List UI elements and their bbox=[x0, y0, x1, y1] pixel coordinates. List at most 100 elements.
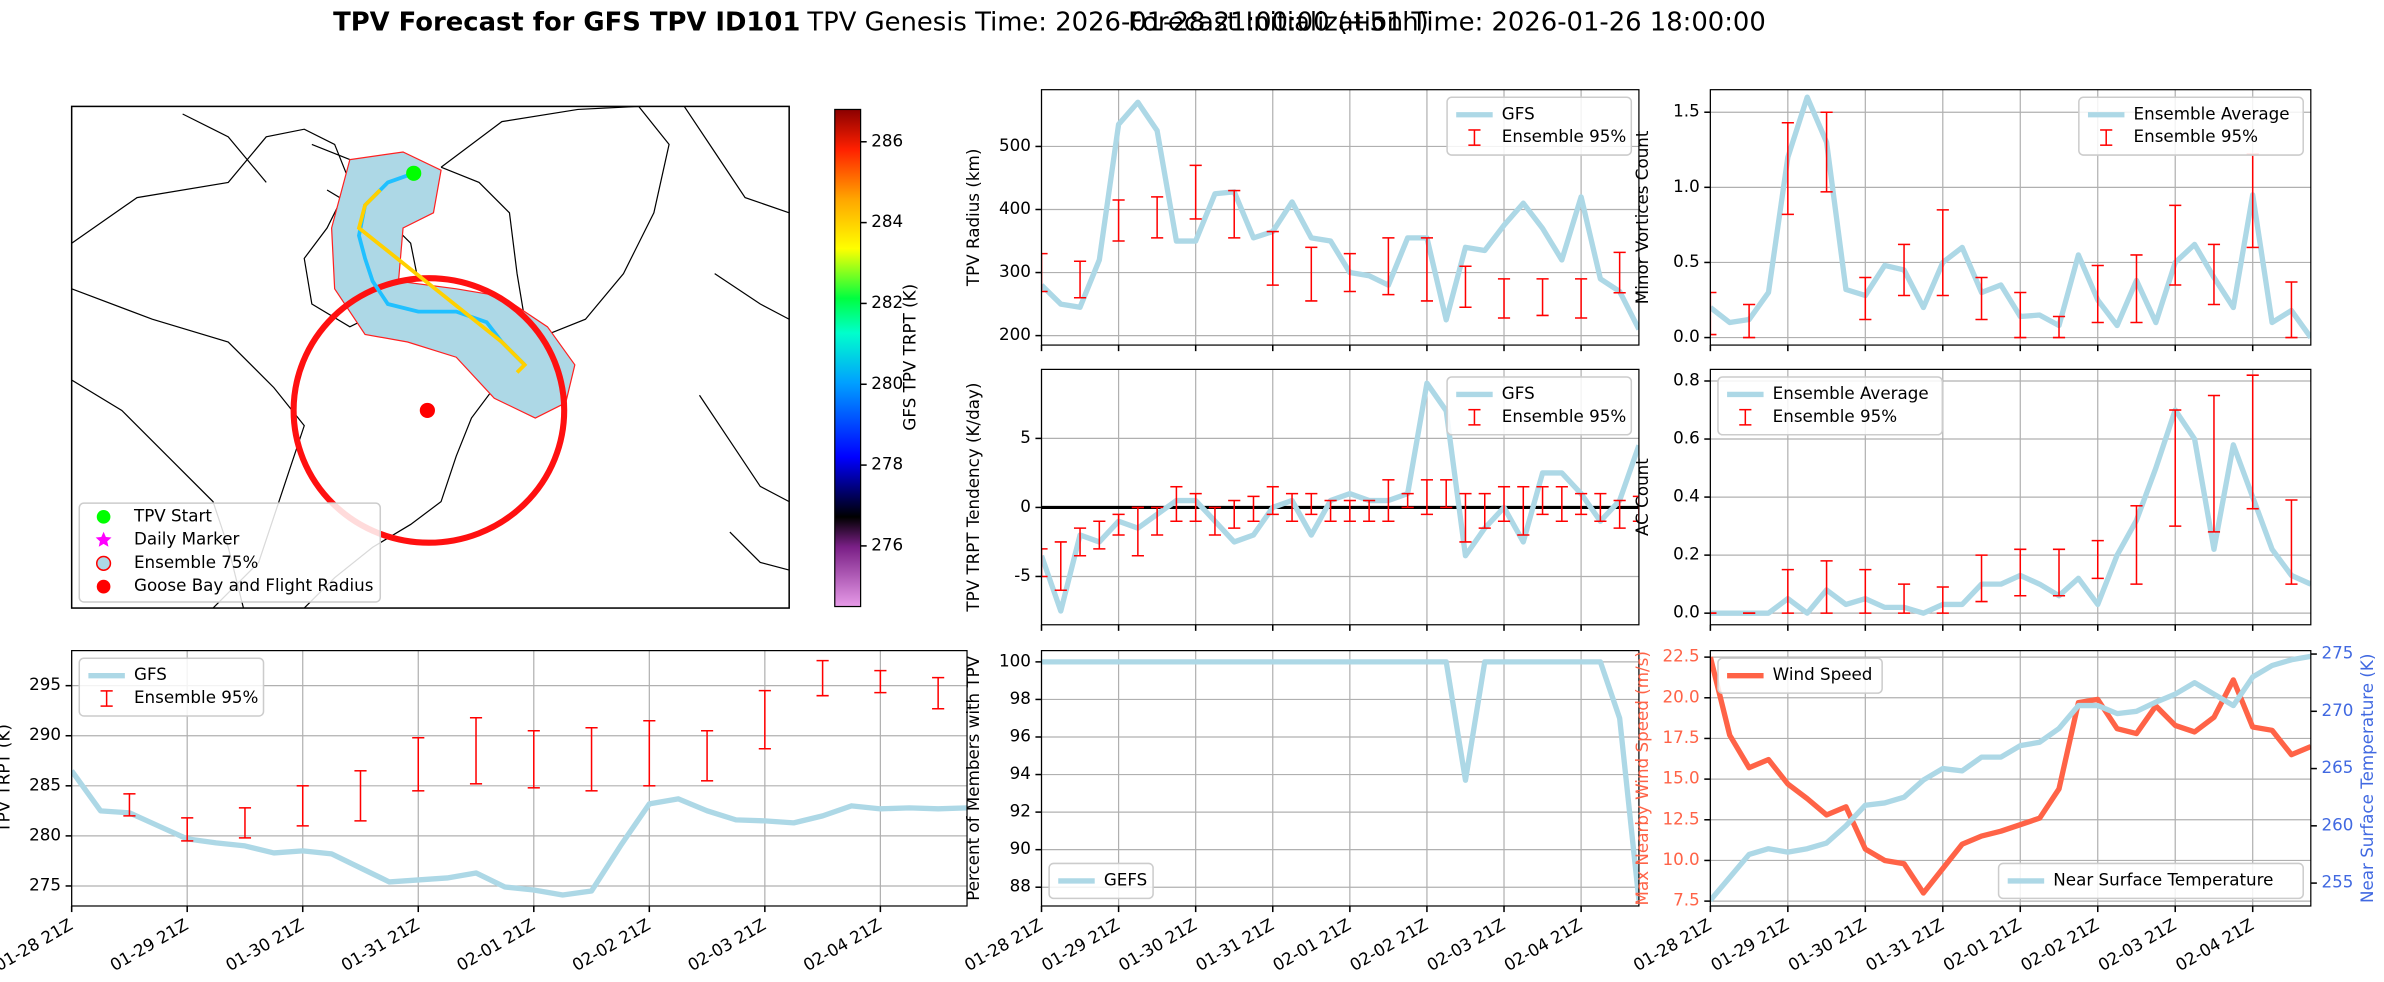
x-tick-label: 01-28 21Z bbox=[1630, 914, 1715, 975]
x-tick-label: 01-31 21Z bbox=[1862, 914, 1947, 975]
x-tick-label: 01-29 21Z bbox=[1038, 914, 1123, 975]
legend-label: Ensemble 75% bbox=[134, 552, 258, 572]
y-tick-label: 15.0 bbox=[1662, 768, 1699, 788]
y-tick-label: 0.5 bbox=[1673, 251, 1700, 271]
legend-label: Ensemble 95% bbox=[1502, 126, 1626, 146]
legend-marker bbox=[96, 579, 111, 594]
y-tick-label: 12.5 bbox=[1662, 808, 1699, 828]
y-tick-label: 0.0 bbox=[1673, 602, 1700, 622]
legend-marker bbox=[96, 510, 111, 524]
y-tick-label: 260 bbox=[2321, 814, 2353, 834]
legend-box bbox=[1717, 376, 1944, 436]
y-tick-label: 275 bbox=[2321, 643, 2353, 663]
line-series bbox=[1041, 99, 1639, 331]
legend-label: GEFS bbox=[1104, 869, 1147, 889]
colorbar-tick-label: 284 bbox=[871, 211, 903, 231]
y-tick-label: 7.5 bbox=[1673, 890, 1700, 910]
legend-label: Ensemble 95% bbox=[1773, 406, 1897, 426]
legend-label: Goose Bay and Flight Radius bbox=[134, 575, 373, 595]
x-tick-label: 02-01 21Z bbox=[453, 914, 538, 975]
x-tick-label: 02-01 21Z bbox=[1269, 914, 1354, 975]
x-tick-label: 01-30 21Z bbox=[222, 914, 307, 975]
y-tick-label: 100 bbox=[999, 650, 1031, 670]
y-tick-label: 90 bbox=[1010, 838, 1031, 858]
axes-frame bbox=[1040, 650, 1640, 907]
y-tick-label: 265 bbox=[2321, 757, 2353, 777]
y-tick-label: 22.5 bbox=[1662, 646, 1699, 666]
y-tick-label: 500 bbox=[999, 135, 1031, 155]
y2-axis-label: Near Surface Temperature (K) bbox=[2357, 654, 2377, 903]
goose-bay bbox=[419, 402, 435, 419]
legend-marker bbox=[95, 555, 112, 571]
y-tick-label: 20.0 bbox=[1662, 686, 1699, 706]
y-tick-label: 0.4 bbox=[1673, 486, 1700, 506]
y-tick-label: 94 bbox=[1010, 763, 1031, 783]
x-tick-label: 01-30 21Z bbox=[1785, 914, 1870, 975]
y-tick-label: 255 bbox=[2321, 872, 2353, 892]
legend-label: Ensemble 95% bbox=[134, 687, 258, 707]
legend-box bbox=[78, 657, 265, 717]
plot-area bbox=[1710, 94, 2311, 340]
legend-box bbox=[1446, 376, 1633, 436]
flight-radius bbox=[290, 275, 568, 546]
y-axis-label: AC Count bbox=[1632, 458, 1652, 536]
plot-area bbox=[71, 659, 968, 898]
x-tick-label: 01-28 21Z bbox=[961, 914, 1046, 975]
axes-frame bbox=[71, 650, 968, 907]
legend-label: Ensemble 95% bbox=[1502, 406, 1626, 426]
legend-marker bbox=[95, 531, 112, 547]
legend-label: Wind Speed bbox=[1773, 664, 1873, 684]
legend-label: Ensemble Average bbox=[2134, 103, 2290, 123]
y-axis-label: Minor Vortices Count bbox=[1632, 130, 1652, 304]
x-tick-label: 02-04 21Z bbox=[800, 914, 885, 975]
line-series bbox=[1710, 656, 2311, 896]
legend-box bbox=[1717, 657, 1883, 694]
y-tick-label: 0.6 bbox=[1673, 428, 1700, 448]
colorbar-tick-label: 276 bbox=[871, 534, 903, 554]
y-tick-label: 300 bbox=[999, 261, 1031, 281]
y-tick-label: 0 bbox=[1020, 496, 1031, 516]
y-tick-label: 295 bbox=[29, 674, 61, 694]
y-tick-label: -5 bbox=[1014, 565, 1031, 585]
colorbar-tick-label: 278 bbox=[871, 454, 903, 474]
x-tick-label: 02-04 21Z bbox=[2172, 914, 2257, 975]
legend-box bbox=[1446, 96, 1633, 156]
y-tick-label: 0.2 bbox=[1673, 544, 1700, 564]
x-tick-label: 02-01 21Z bbox=[1940, 914, 2025, 975]
y-tick-label: 400 bbox=[999, 198, 1031, 218]
legend-label: GFS bbox=[1502, 383, 1535, 403]
x-tick-label: 02-02 21Z bbox=[2017, 914, 2102, 975]
y-axis-label: TPV TRPT Tendency (K/day) bbox=[963, 383, 983, 613]
tpv-start bbox=[406, 165, 422, 181]
y-tick-label: 1.0 bbox=[1673, 176, 1700, 196]
x-tick-label: 01-31 21Z bbox=[1192, 914, 1277, 975]
x-tick-label: 01-29 21Z bbox=[106, 914, 191, 975]
axes-frame bbox=[1709, 89, 2312, 346]
y-tick-label: 5 bbox=[1020, 427, 1031, 447]
legend-box bbox=[78, 502, 382, 603]
y-tick-label: 285 bbox=[29, 774, 61, 794]
y-tick-label: 290 bbox=[29, 724, 61, 744]
y-tick-label: 280 bbox=[29, 824, 61, 844]
y-tick-label: 88 bbox=[1010, 876, 1031, 896]
y-axis-label: Percent of Members with TPV bbox=[963, 655, 983, 901]
colorbar-tick-label: 286 bbox=[871, 130, 903, 150]
x-tick-label: 01-31 21Z bbox=[337, 914, 422, 975]
y-tick-label: 98 bbox=[1010, 688, 1031, 708]
colorbar bbox=[834, 108, 862, 608]
legend-label: GFS bbox=[1502, 103, 1535, 123]
axes-frame bbox=[1709, 650, 2312, 907]
legend-label: TPV Start bbox=[133, 505, 212, 525]
axes-frame bbox=[1709, 368, 2312, 626]
x-tick-label: 02-02 21Z bbox=[569, 914, 654, 975]
y-tick-label: 1.5 bbox=[1673, 101, 1700, 121]
legend-box bbox=[2078, 96, 2304, 156]
plot-area bbox=[1710, 653, 2311, 902]
y-axis-label: TPV Radius (km) bbox=[963, 149, 983, 287]
x-tick-label: 02-03 21Z bbox=[1423, 914, 1508, 975]
colorbar-label: GFS TPV TRPT (K) bbox=[899, 284, 919, 431]
y-axis-label: TPV TRPT (K) bbox=[0, 724, 13, 834]
title: TPV Forecast for GFS TPV ID101 bbox=[333, 7, 800, 37]
coastline bbox=[683, 106, 790, 571]
y-tick-label: 17.5 bbox=[1662, 727, 1699, 747]
